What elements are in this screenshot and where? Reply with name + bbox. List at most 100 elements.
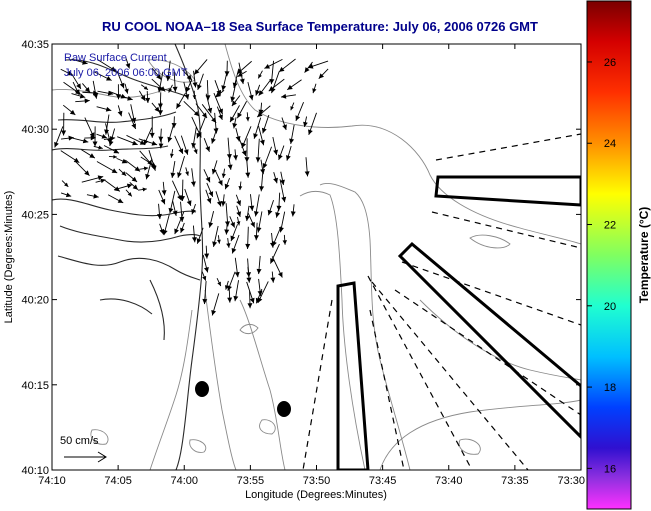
current-vector: [168, 190, 176, 214]
current-vector: [256, 211, 263, 233]
current-vector: [81, 175, 104, 183]
colorbar-tick-label: 20: [604, 301, 616, 313]
current-vector: [126, 134, 146, 145]
current-vector: [130, 104, 137, 124]
current-vector: [234, 257, 240, 278]
current-vector: [245, 112, 250, 122]
current-vector: [290, 102, 295, 111]
current-vector: [108, 128, 116, 147]
current-vector: [235, 127, 241, 142]
current-vector: [216, 106, 223, 121]
current-vector: [185, 79, 193, 93]
current-vector: [215, 191, 222, 207]
current-vector: [93, 71, 112, 81]
current-vector: [215, 89, 225, 98]
current-vector: [282, 234, 287, 245]
current-vector: [60, 192, 72, 198]
current-vector: [125, 58, 131, 69]
current-vector: [272, 136, 279, 156]
current-vector: [285, 145, 292, 161]
current-vector: [104, 114, 110, 135]
current-vector: [278, 58, 296, 73]
current-vector: [231, 234, 240, 254]
current-vector: [211, 160, 218, 175]
current-vector: [275, 205, 281, 218]
current-vector: [272, 226, 282, 247]
current-vector: [71, 93, 86, 99]
current-vector: [62, 104, 76, 116]
current-vector: [151, 78, 166, 92]
x-tick-label: 73:35: [501, 475, 529, 487]
current-vector: [231, 95, 241, 107]
current-vector: [145, 91, 151, 104]
current-vector: [214, 170, 223, 186]
current-vector: [139, 166, 149, 171]
scale-arrow: [64, 451, 107, 463]
current-vector: [227, 288, 233, 303]
current-vector: [179, 201, 185, 223]
current-vector: [174, 135, 184, 155]
x-tick-label: 73:30: [557, 475, 585, 487]
current-vector: [217, 235, 221, 244]
current-vector: [281, 117, 287, 131]
current-vector: [308, 112, 317, 136]
current-vector: [205, 93, 213, 114]
current-vector: [158, 102, 164, 116]
y-tick-label: 40:10: [21, 465, 49, 477]
scale-label: 50 cm/s: [60, 435, 99, 447]
current-vector: [175, 92, 187, 109]
current-vector: [156, 203, 162, 220]
station-markers: [195, 381, 291, 417]
current-vector: [193, 59, 208, 75]
current-vector: [227, 271, 236, 291]
current-vector: [193, 144, 198, 155]
current-vector: [124, 83, 129, 94]
surface-current-vectors: [54, 58, 329, 316]
y-tick-label: 40:30: [21, 124, 49, 136]
current-vector: [116, 157, 128, 164]
current-vector: [96, 106, 112, 112]
current-vector: [190, 168, 196, 187]
current-vector: [119, 95, 133, 101]
current-vector: [60, 150, 80, 163]
colorbar-tick-label: 18: [604, 382, 616, 394]
current-vector: [255, 138, 261, 163]
current-vector: [158, 189, 166, 205]
current-vector: [84, 117, 95, 139]
current-vector: [256, 105, 271, 118]
current-vector: [138, 187, 147, 192]
current-vector: [138, 138, 158, 146]
current-vector: [262, 146, 272, 169]
current-vector: [174, 211, 185, 235]
current-vector: [258, 79, 271, 96]
x-tick-label: 74:05: [104, 475, 132, 487]
current-vector: [128, 112, 137, 130]
current-vector: [172, 201, 178, 217]
current-vector: [201, 271, 207, 281]
current-vector: [71, 58, 88, 65]
restricted-zones: [336, 175, 581, 470]
current-vector: [244, 138, 250, 163]
current-vector: [125, 189, 133, 197]
current-vector: [203, 138, 210, 152]
current-vector: [257, 281, 269, 304]
colorbar-tick-label: 26: [604, 57, 616, 69]
current-vector: [245, 226, 251, 249]
current-vector: [257, 70, 263, 79]
current-vector: [256, 255, 262, 275]
current-vector: [267, 200, 274, 216]
current-vector: [182, 69, 193, 81]
x-tick-label: 73:55: [237, 475, 265, 487]
current-vector: [108, 154, 118, 159]
current-vector: [54, 126, 64, 148]
current-vector: [253, 194, 260, 217]
current-vector: [220, 194, 226, 207]
current-vector: [97, 59, 117, 72]
current-vector: [304, 157, 310, 177]
current-vector: [202, 281, 208, 305]
current-vector: [185, 167, 189, 176]
y-tick-label: 40:35: [21, 39, 49, 51]
annotation-line-2: July 06, 2006 06:00 GMT: [64, 67, 188, 79]
current-vector: [211, 127, 218, 144]
x-axis-label: Longitude (Degrees:Minutes): [245, 489, 387, 501]
